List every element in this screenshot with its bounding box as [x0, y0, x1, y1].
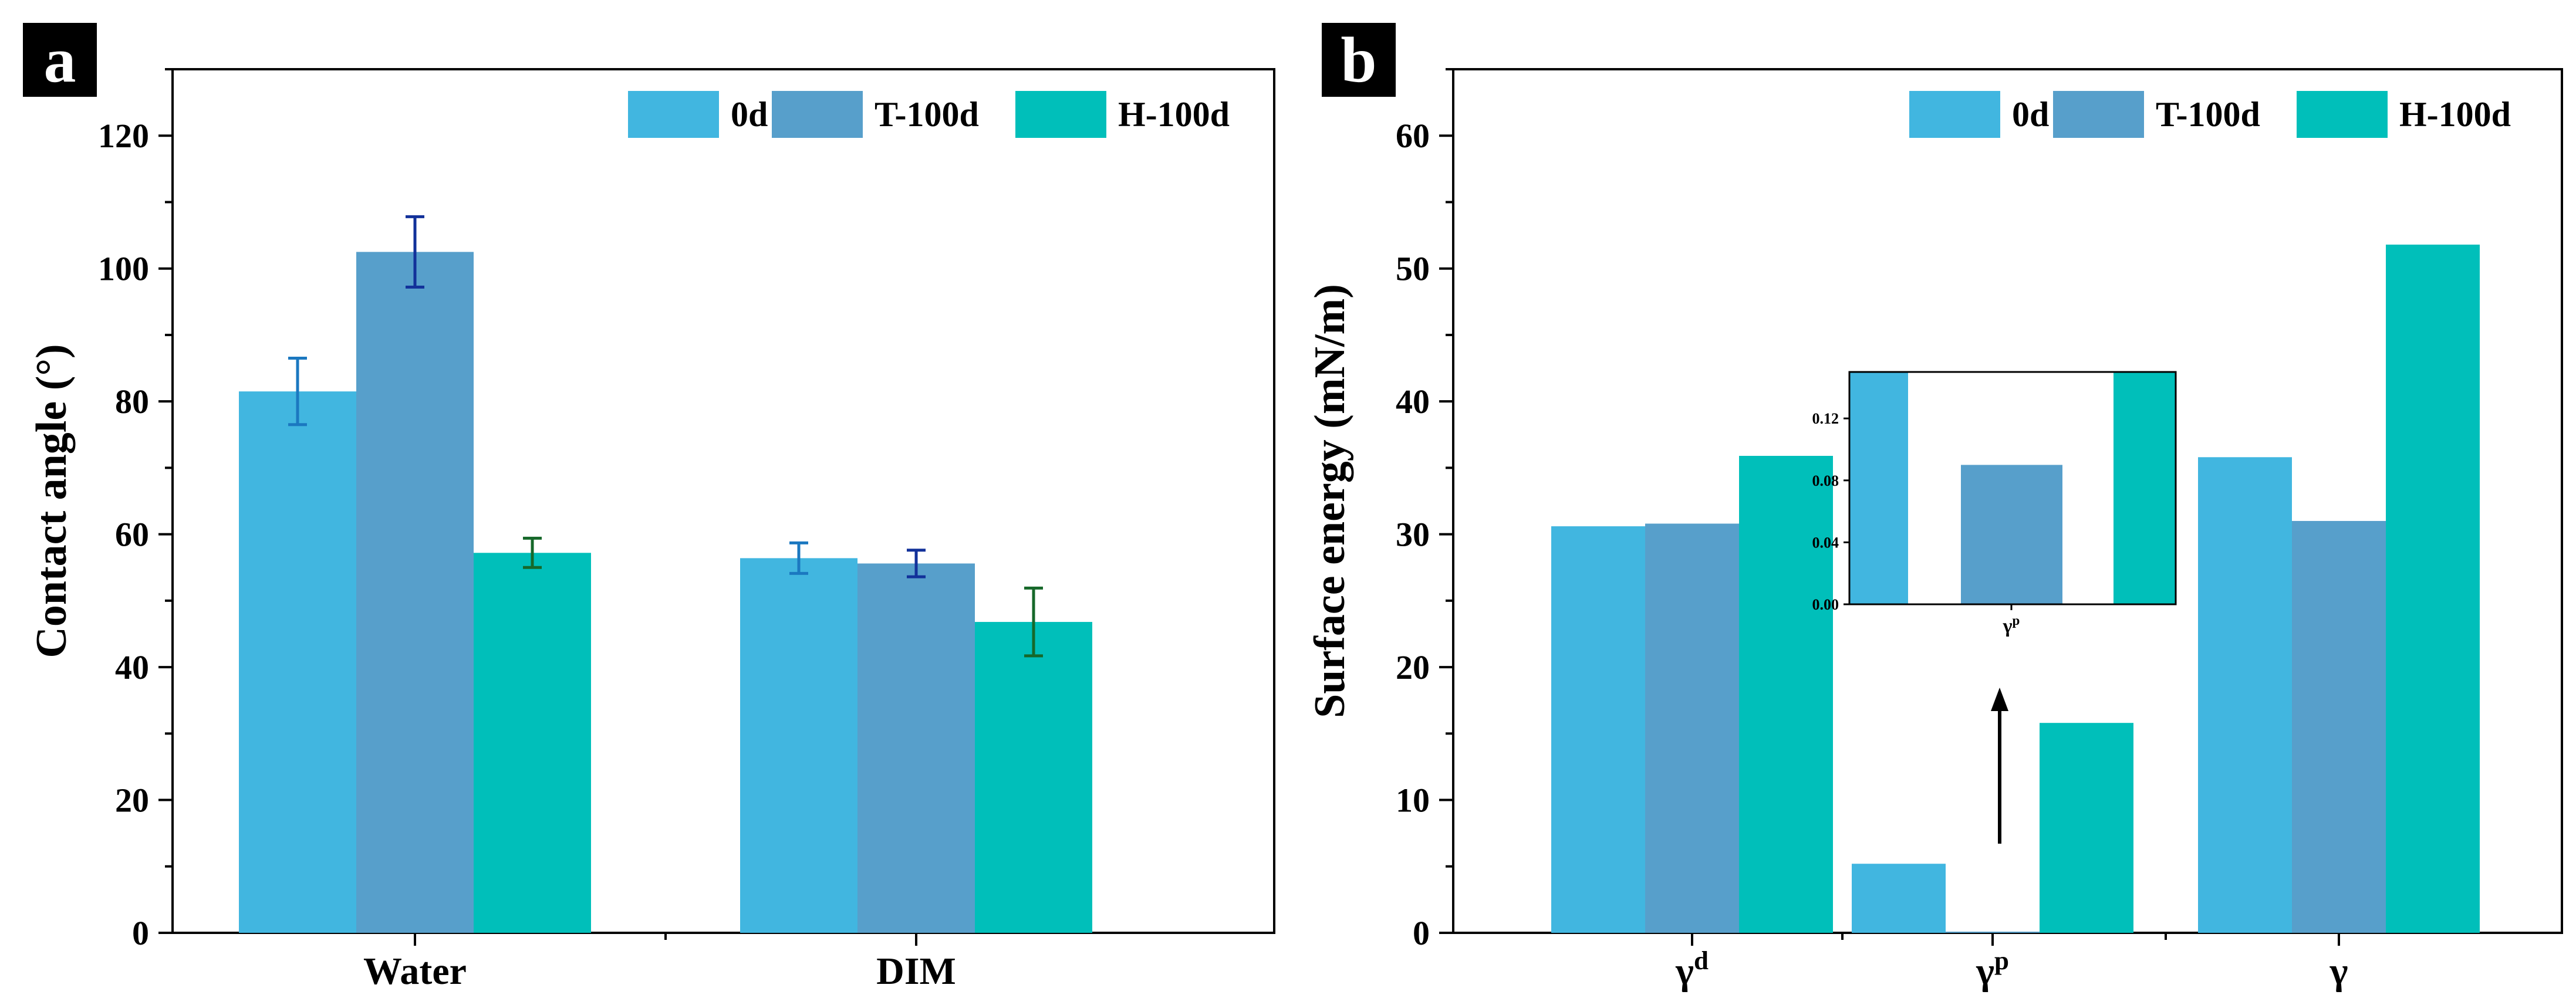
- legend-swatch-T-100d: [2053, 91, 2144, 138]
- bar-0d-1: [740, 558, 857, 933]
- y-tick-label: 20: [1396, 648, 1430, 686]
- y-axis-label: Contact angle (°): [28, 344, 76, 658]
- bar-T-100d-1: [857, 563, 975, 933]
- y-tick-label: 40: [115, 648, 149, 686]
- bar-H-100d-0: [1739, 456, 1833, 933]
- bar-H-100d-1: [975, 622, 1092, 933]
- bar-T-100d-0: [356, 252, 474, 933]
- x-tick-label-sup: d: [1694, 946, 1709, 975]
- inset-frame: [1848, 371, 2177, 605]
- x-tick-label: γd: [1675, 946, 1709, 993]
- legend-label: 0d: [731, 95, 768, 134]
- y-tick-label: 80: [115, 383, 149, 421]
- x-tick-label: γp: [1976, 946, 2009, 993]
- bar-H-100d-1: [2040, 723, 2133, 933]
- bar-T-100d-1: [1946, 931, 2040, 933]
- inset-bar-0: [1849, 372, 1908, 604]
- inset-x-tick-label-base: γ: [2003, 615, 2013, 637]
- legend-label: T-100d: [2156, 95, 2260, 134]
- bar-0d-2: [2198, 457, 2292, 933]
- inset-y-tick-label: 0.12: [1812, 410, 1839, 427]
- legend-label: T-100d: [875, 95, 979, 134]
- panel-label-box: [1322, 23, 1396, 97]
- inset-y-tick-label: 0.00: [1812, 596, 1839, 613]
- x-tick-label: DIM: [876, 950, 956, 993]
- bar-0d-0: [1551, 526, 1645, 933]
- y-tick-label: 30: [1396, 516, 1430, 554]
- legend-label: 0d: [2012, 95, 2049, 134]
- legend-swatch-0d: [628, 91, 719, 138]
- inset-x-tick-label: γp: [2003, 613, 2020, 637]
- bar-T-100d-2: [2292, 520, 2386, 933]
- panel-label: b: [1341, 24, 1376, 96]
- x-tick-label-base: γ: [1976, 950, 1994, 993]
- x-tick-label-sup: p: [1994, 946, 2009, 975]
- legend-swatch-T-100d: [772, 91, 863, 138]
- inset-x-tick-label-sup: p: [2013, 613, 2020, 628]
- inset-bar-2: [2114, 372, 2176, 604]
- legend-label: H-100d: [1118, 95, 1230, 134]
- x-tick-label-base: γ: [1675, 950, 1694, 993]
- panel-label: a: [44, 24, 76, 96]
- y-tick-label: 100: [98, 250, 149, 288]
- plot-frame: [171, 68, 1275, 934]
- y-tick-label: 50: [1396, 250, 1430, 288]
- x-tick-label: Water: [363, 950, 467, 993]
- y-axis-label: Surface energy (mN/m): [1306, 284, 1354, 718]
- inset-y-tick-label: 0.08: [1812, 472, 1839, 489]
- inset-bar-1: [1961, 465, 2062, 604]
- y-tick-label: 20: [115, 781, 149, 820]
- y-tick-label: 0: [132, 914, 149, 952]
- y-tick-label: 40: [1396, 383, 1430, 421]
- inset-y-tick-label: 0.04: [1812, 534, 1839, 551]
- bar-0d-1: [1852, 864, 1946, 933]
- bar-0d-0: [239, 391, 356, 933]
- y-tick-label: 10: [1396, 781, 1430, 820]
- panel-label-box: [23, 23, 97, 97]
- legend-label: H-100d: [2399, 95, 2511, 134]
- legend-swatch-H-100d: [1015, 91, 1106, 138]
- legend-swatch-H-100d: [2297, 91, 2388, 138]
- y-tick-label: 60: [115, 516, 149, 554]
- bar-H-100d-2: [2386, 244, 2480, 933]
- panel-a: 0 20 40 60 80 100 120 Contact angle (°) Water DIM…: [23, 23, 1275, 993]
- y-tick-label: 120: [98, 117, 149, 155]
- bar-H-100d-0: [474, 553, 591, 933]
- legend-swatch-0d: [1909, 91, 2000, 138]
- y-tick-label: 60: [1396, 117, 1430, 155]
- x-tick-label: γ: [2329, 950, 2348, 993]
- y-tick-label: 0: [1413, 914, 1430, 952]
- arrow-head: [1991, 688, 2008, 711]
- x-tick-label-base: γ: [2329, 950, 2348, 993]
- bar-T-100d-0: [1645, 523, 1739, 933]
